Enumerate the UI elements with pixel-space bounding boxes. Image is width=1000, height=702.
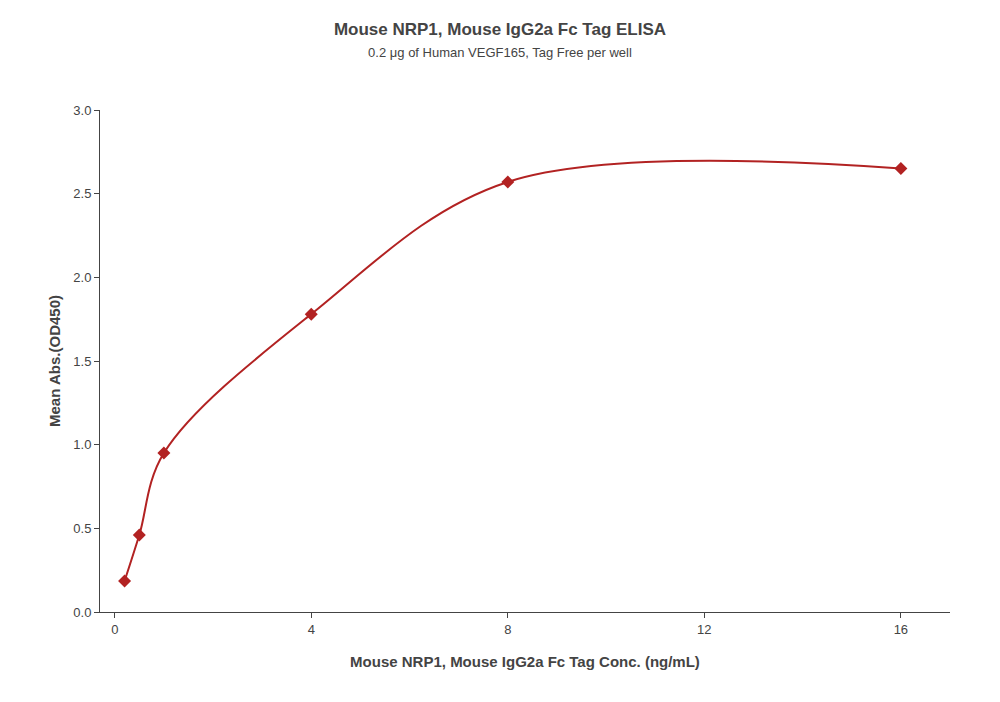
svg-text:16: 16	[894, 622, 908, 637]
svg-text:1.5: 1.5	[73, 354, 91, 369]
svg-text:0.0: 0.0	[73, 605, 91, 620]
svg-text:8: 8	[504, 622, 511, 637]
svg-text:Mouse NRP1, Mouse IgG2a Fc Tag: Mouse NRP1, Mouse IgG2a Fc Tag ELISA0.2 …	[334, 20, 666, 60]
svg-text:12: 12	[697, 622, 711, 637]
svg-text:Mean Abs.(OD450): Mean Abs.(OD450)	[46, 295, 63, 427]
svg-text:1.0: 1.0	[73, 437, 91, 452]
svg-text:Mouse NRP1, Mouse IgG2a Fc Tag: Mouse NRP1, Mouse IgG2a Fc Tag Conc. (ng…	[350, 653, 700, 670]
svg-text:2.5: 2.5	[73, 186, 91, 201]
svg-text:0.5: 0.5	[73, 521, 91, 536]
svg-text:3.0: 3.0	[73, 103, 91, 118]
svg-text:4: 4	[308, 622, 315, 637]
svg-text:0: 0	[111, 622, 118, 637]
svg-text:2.0: 2.0	[73, 270, 91, 285]
